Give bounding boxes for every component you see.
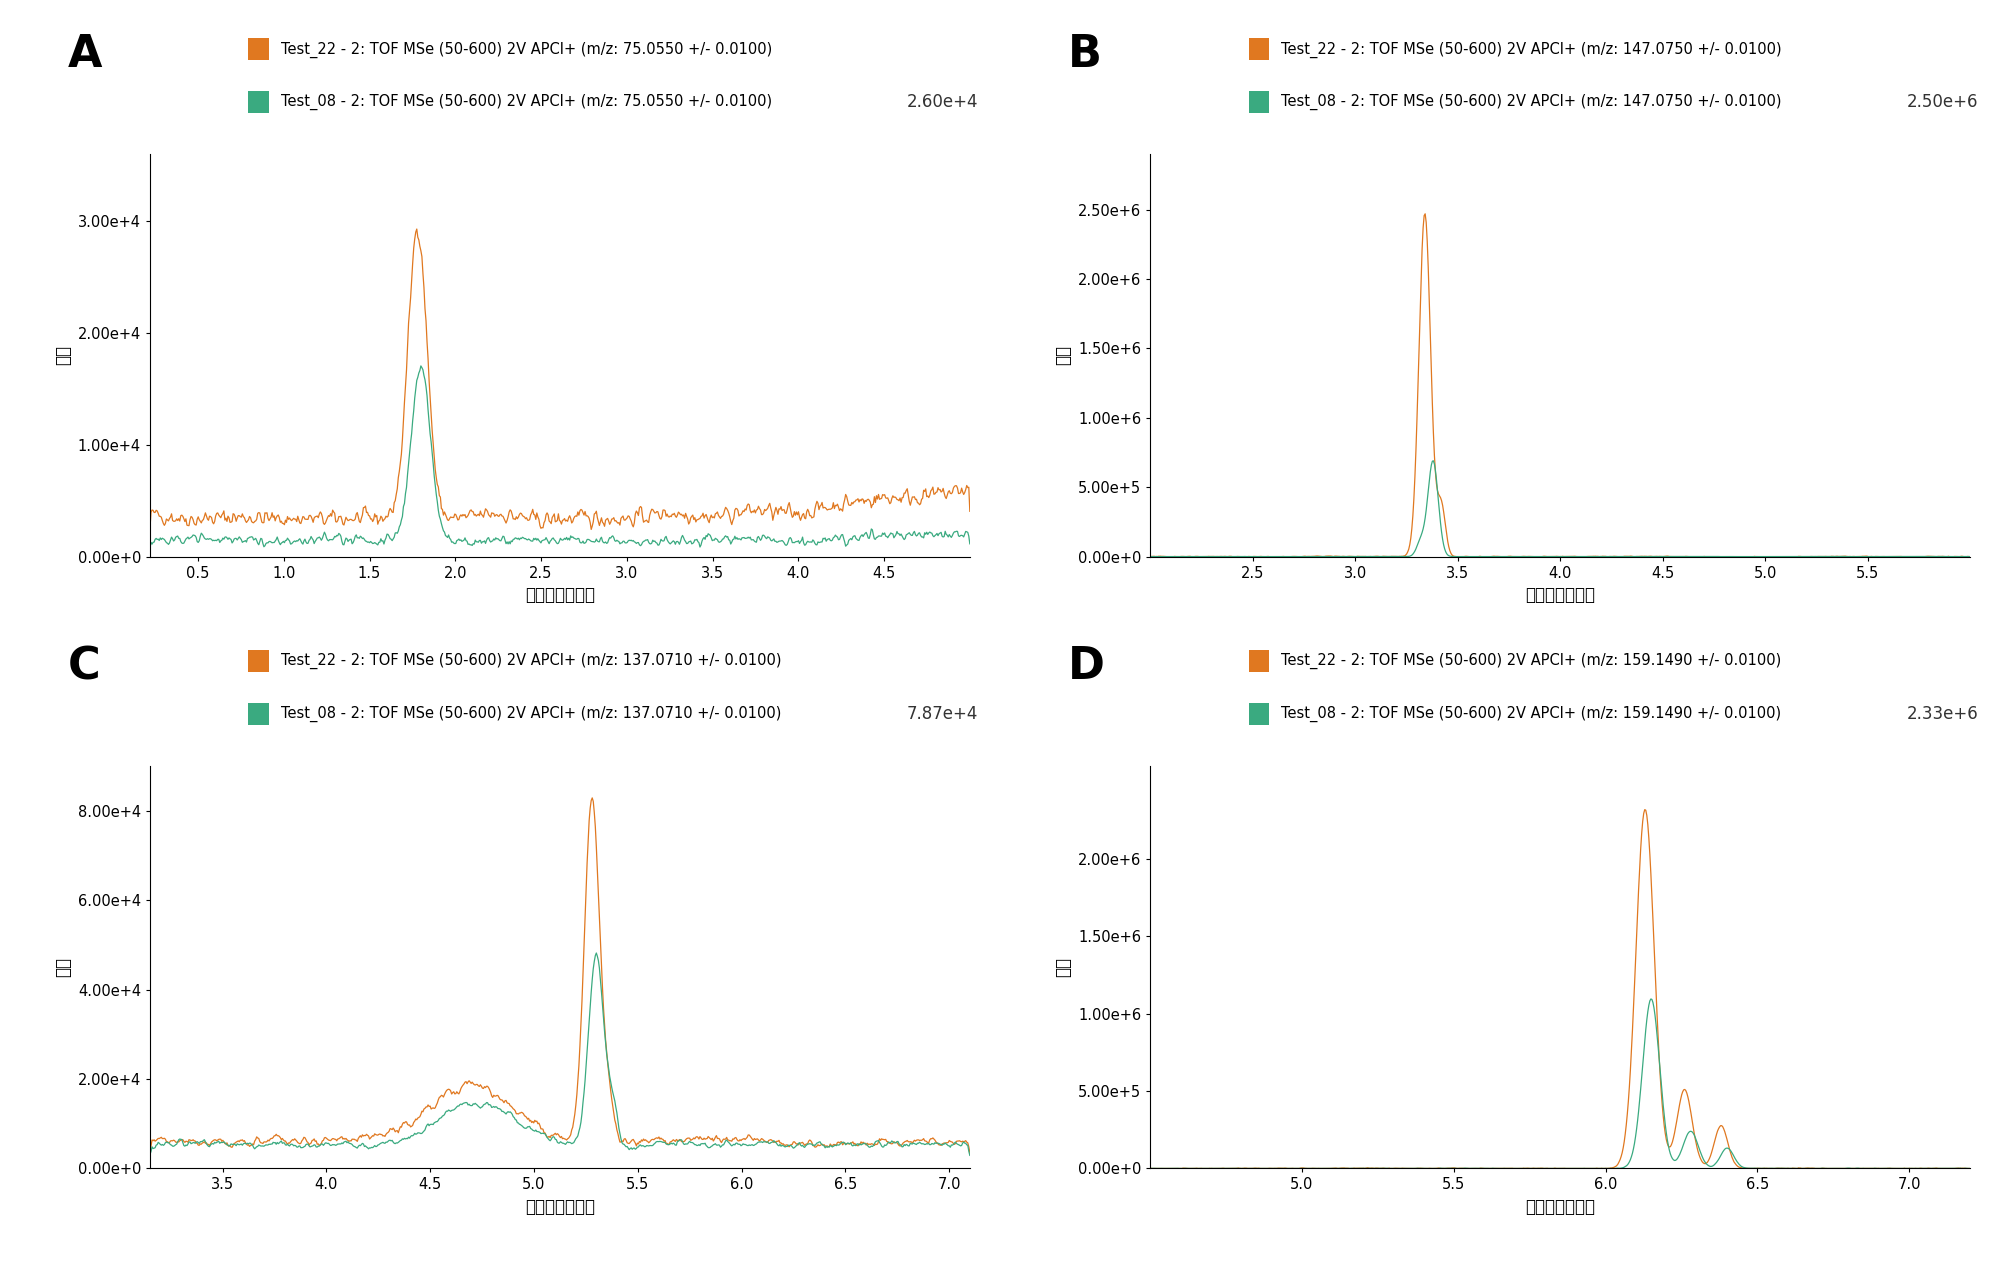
FancyBboxPatch shape (248, 91, 268, 113)
Text: C: C (68, 645, 100, 688)
Text: Test_08 - 2: TOF MSe (50-600) 2V APCI+ (m/z: 75.0550 +/- 0.0100): Test_08 - 2: TOF MSe (50-600) 2V APCI+ (… (282, 94, 772, 110)
FancyBboxPatch shape (1248, 91, 1270, 113)
X-axis label: 保持時間（分）: 保持時間（分） (1526, 587, 1596, 605)
Y-axis label: 強度: 強度 (1054, 345, 1072, 366)
Y-axis label: 強度: 強度 (54, 345, 72, 366)
FancyBboxPatch shape (1248, 702, 1270, 724)
Y-axis label: 強度: 強度 (54, 957, 72, 977)
Text: Test_22 - 2: TOF MSe (50-600) 2V APCI+ (m/z: 159.1490 +/- 0.0100): Test_22 - 2: TOF MSe (50-600) 2V APCI+ (… (1282, 654, 1782, 669)
Text: B: B (1068, 33, 1102, 76)
Text: Test_22 - 2: TOF MSe (50-600) 2V APCI+ (m/z: 147.0750 +/- 0.0100): Test_22 - 2: TOF MSe (50-600) 2V APCI+ (… (1282, 41, 1782, 58)
FancyBboxPatch shape (248, 702, 268, 724)
Text: 2.50e+6: 2.50e+6 (1906, 92, 1978, 110)
Text: A: A (68, 33, 102, 76)
Text: 2.33e+6: 2.33e+6 (1906, 705, 1978, 723)
Text: 2.60e+4: 2.60e+4 (906, 92, 978, 110)
X-axis label: 保持時間（分）: 保持時間（分） (524, 1198, 594, 1216)
Y-axis label: 強度: 強度 (1054, 957, 1072, 977)
X-axis label: 保持時間（分）: 保持時間（分） (524, 587, 594, 605)
FancyBboxPatch shape (1248, 39, 1270, 60)
X-axis label: 保持時間（分）: 保持時間（分） (1526, 1198, 1596, 1216)
Text: Test_22 - 2: TOF MSe (50-600) 2V APCI+ (m/z: 75.0550 +/- 0.0100): Test_22 - 2: TOF MSe (50-600) 2V APCI+ (… (282, 41, 772, 58)
Text: Test_08 - 2: TOF MSe (50-600) 2V APCI+ (m/z: 147.0750 +/- 0.0100): Test_08 - 2: TOF MSe (50-600) 2V APCI+ (… (1282, 94, 1782, 110)
Text: Test_08 - 2: TOF MSe (50-600) 2V APCI+ (m/z: 159.1490 +/- 0.0100): Test_08 - 2: TOF MSe (50-600) 2V APCI+ (… (1282, 705, 1782, 722)
Text: D: D (1068, 645, 1106, 688)
FancyBboxPatch shape (248, 650, 268, 673)
Text: 7.87e+4: 7.87e+4 (906, 705, 978, 723)
FancyBboxPatch shape (248, 39, 268, 60)
Text: Test_08 - 2: TOF MSe (50-600) 2V APCI+ (m/z: 137.0710 +/- 0.0100): Test_08 - 2: TOF MSe (50-600) 2V APCI+ (… (282, 705, 782, 722)
Text: Test_22 - 2: TOF MSe (50-600) 2V APCI+ (m/z: 137.0710 +/- 0.0100): Test_22 - 2: TOF MSe (50-600) 2V APCI+ (… (282, 654, 782, 669)
FancyBboxPatch shape (1248, 650, 1270, 673)
